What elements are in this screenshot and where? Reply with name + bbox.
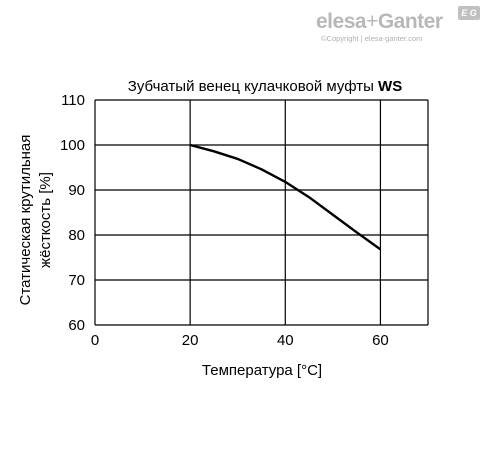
chart-title: Зубчатый венец кулачковой муфты WS: [128, 78, 402, 95]
eg-badge-icon: E G: [458, 6, 480, 20]
brand-header: elesa+Ganter E G ©Copyright | elesa-gant…: [0, 0, 488, 60]
y-tick-label: 80: [68, 227, 85, 244]
x-tick-label: 20: [182, 332, 199, 349]
logo-text-ganter: Ganter: [377, 10, 443, 33]
chart-grid: [94, 99, 429, 326]
y-axis-label-line2: жёсткость [%]: [37, 172, 54, 268]
chart-svg: 0 20 40 60 60 70 80 90 100 110 Зубчатый венец кул…: [17, 78, 429, 379]
x-axis-label: Температура [°C]: [202, 362, 322, 379]
chart-container: 0 20 40 60 60 70 80 90 100 110 Зубчатый венец кул…: [0, 60, 488, 454]
y-tick-label: 110: [61, 92, 85, 109]
elesa-ganter-logo: elesa+Ganter: [316, 10, 443, 34]
x-tick-label: 60: [372, 332, 389, 349]
chart-title-bold: WS: [378, 78, 402, 95]
logo-text-elesa: elesa: [316, 10, 367, 33]
series-line: [189, 143, 382, 251]
chart-ticks: 0 20 40 60 60 70 80 90 100 110: [60, 92, 389, 349]
chart-plot-area: [189, 143, 382, 251]
x-tick-label: 40: [277, 332, 294, 349]
x-tick-label: 0: [91, 332, 99, 349]
y-tick-label: 60: [68, 317, 85, 334]
y-tick-label: 100: [60, 137, 85, 154]
logo-text-plus: +: [366, 10, 378, 33]
chart-title-main: Зубчатый венец кулачковой муфты: [128, 78, 378, 95]
y-tick-label: 90: [68, 182, 85, 199]
y-axis-label-line1: Статическая крутильная: [17, 135, 34, 306]
copyright-text: ©Copyright | elesa-ganter.com: [321, 34, 423, 43]
y-tick-label: 70: [68, 272, 85, 289]
